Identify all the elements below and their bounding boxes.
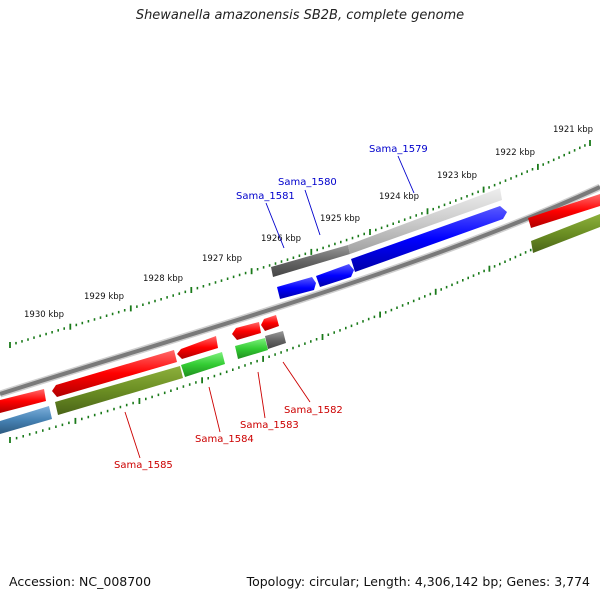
scale-label-1921: 1921 kbp — [553, 125, 593, 135]
gene-arrow-sama-1580[interactable] — [316, 264, 354, 287]
topology-label: Topology: — [246, 574, 306, 589]
scale-label-1929: 1929 kbp — [84, 292, 124, 302]
genes-label: Genes: — [506, 574, 551, 589]
gene-label-sama-1580: Sama_1580 — [278, 177, 337, 188]
gene-label-sama-1582: Sama_1582 — [284, 405, 343, 416]
scale-label-1923: 1923 kbp — [437, 171, 477, 181]
backbone — [0, 183, 600, 398]
track-inner — [0, 331, 286, 434]
forward-genes — [277, 206, 507, 299]
gene-arrow-sama-1582[interactable] — [261, 315, 279, 331]
gene-label-sama-1583: Sama_1583 — [240, 420, 299, 431]
topology-value: circular — [309, 574, 356, 589]
gene-arrow-sama-1584[interactable] — [177, 336, 218, 359]
reverse-genes — [0, 315, 279, 413]
footer-accession: Accession: NC_008700 — [9, 574, 151, 589]
scale-labels: 1921 kbp 1922 kbp 1923 kbp 1924 kbp 1925… — [24, 125, 593, 320]
scale-label-1922: 1922 kbp — [495, 148, 535, 158]
gene-label-sama-1581: Sama_1581 — [236, 191, 295, 202]
scale-label-1928: 1928 kbp — [143, 274, 183, 284]
map-title: Shewanella amazonensis SB2B, complete ge… — [135, 8, 465, 23]
footer-summary: Topology: circular; Length: 4,306,142 bp… — [246, 574, 590, 589]
scale-label-1925: 1925 kbp — [320, 214, 360, 224]
scale-label-1927: 1927 kbp — [202, 254, 242, 264]
scale-ticks-outer — [9, 140, 591, 348]
gene-arrow-sama-1583[interactable] — [232, 322, 261, 340]
scale-label-1924: 1924 kbp — [379, 192, 419, 202]
gene-arrow-left-edge[interactable] — [0, 389, 46, 413]
gene-label-sama-1584: Sama_1584 — [195, 434, 254, 445]
length-label: Length: — [363, 574, 411, 589]
genes-value: 3,774 — [554, 574, 590, 589]
length-value: 4,306,142 bp — [414, 574, 499, 589]
track-outer-top — [271, 188, 502, 277]
accession-label: Accession: — [9, 574, 76, 589]
gene-label-sama-1585: Sama_1585 — [114, 460, 173, 471]
scale-label-1926: 1926 kbp — [261, 234, 301, 244]
scale-label-1930: 1930 kbp — [24, 310, 64, 320]
gene-label-sama-1579: Sama_1579 — [369, 144, 428, 155]
gene-labels: Sama_1579 Sama_1580 Sama_1581 Sama_1582 … — [114, 144, 428, 471]
gene-arrow-sama-1581[interactable] — [277, 277, 316, 299]
accession-value: NC_008700 — [79, 574, 152, 589]
gene-arrow-sama-1585[interactable] — [52, 350, 177, 397]
track-right-edge — [528, 194, 600, 253]
callout-lines — [124, 155, 415, 459]
gene-arrow-sama-1579[interactable] — [351, 206, 507, 272]
